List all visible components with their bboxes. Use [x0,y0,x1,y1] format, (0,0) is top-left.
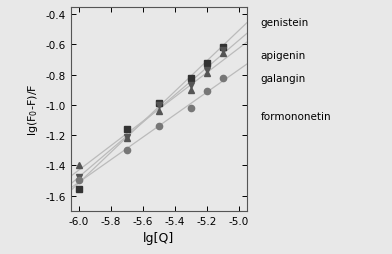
Text: apigenin: apigenin [261,51,306,61]
Text: galangin: galangin [261,74,306,84]
Y-axis label: lg(F$_0$-F)/F: lg(F$_0$-F)/F [26,83,40,135]
Text: genistein: genistein [261,18,309,28]
Text: formononetin: formononetin [261,112,331,122]
X-axis label: lg[Q]: lg[Q] [143,231,174,244]
